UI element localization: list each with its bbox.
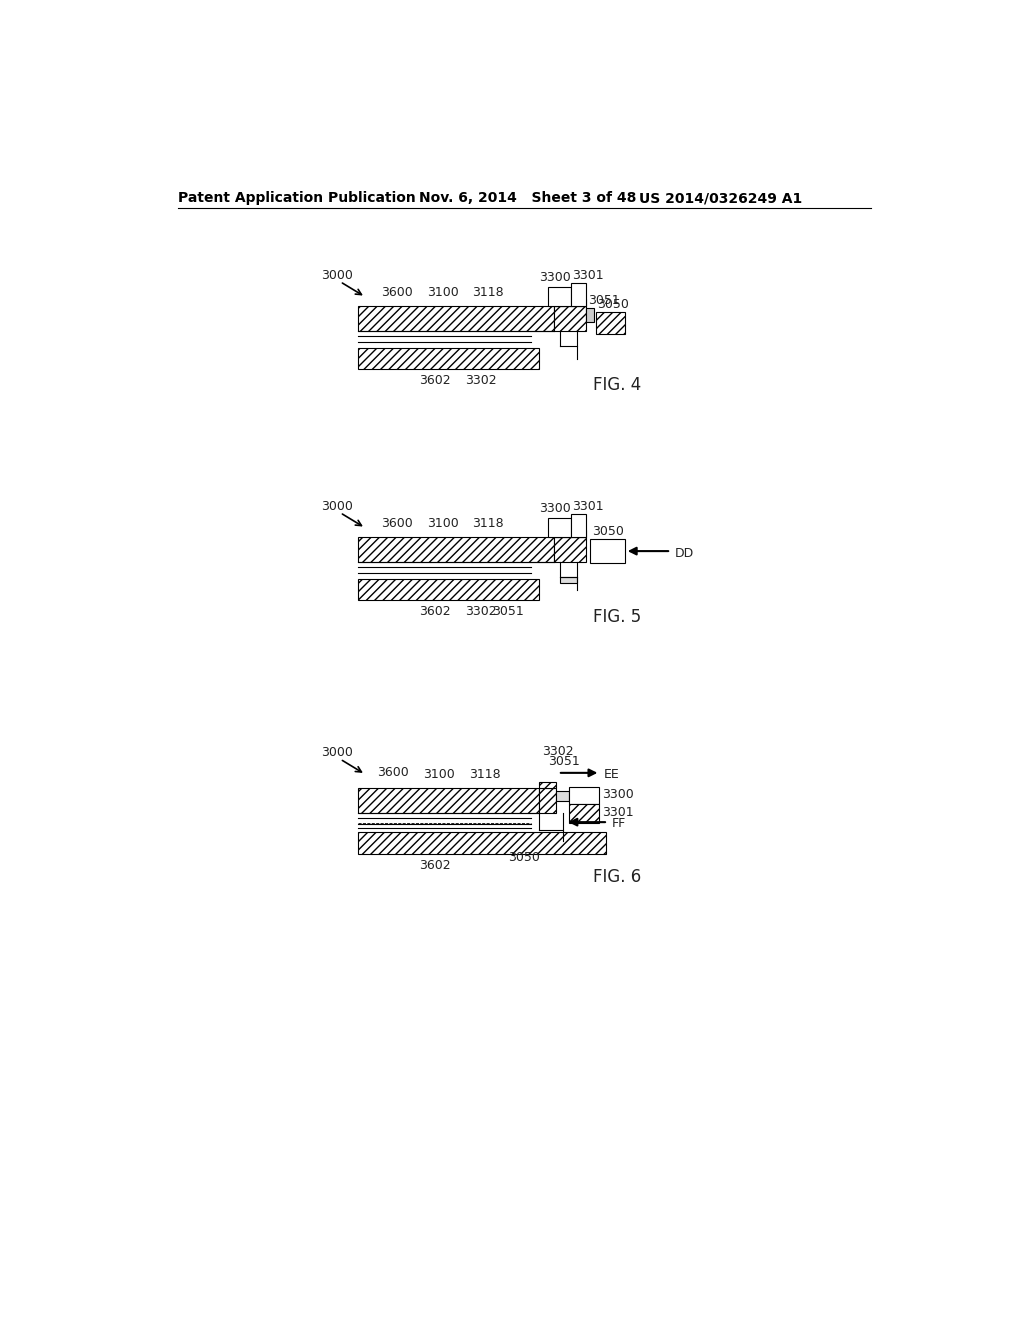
Text: 3000: 3000: [322, 500, 353, 513]
Bar: [587, 308, 594, 322]
Text: 3050: 3050: [508, 851, 540, 865]
Text: 3301: 3301: [572, 269, 604, 282]
Text: 3100: 3100: [423, 768, 455, 781]
Text: 3302: 3302: [543, 744, 574, 758]
Bar: [548, 286, 571, 306]
Text: DD: DD: [675, 546, 694, 560]
Bar: [357, 788, 539, 813]
Text: 3300: 3300: [602, 788, 634, 801]
Bar: [357, 832, 605, 854]
Bar: [571, 284, 587, 306]
Text: 3051: 3051: [548, 755, 580, 768]
Bar: [539, 781, 556, 788]
Bar: [554, 529, 587, 537]
Text: 3100: 3100: [427, 286, 459, 298]
Bar: [548, 517, 571, 537]
Text: FF: FF: [611, 817, 626, 830]
Text: 3118: 3118: [469, 768, 501, 781]
Text: 3602: 3602: [419, 606, 451, 619]
Bar: [554, 306, 587, 331]
Text: 3301: 3301: [602, 807, 634, 820]
Text: 3000: 3000: [322, 746, 353, 759]
Text: 3300: 3300: [539, 271, 570, 284]
Bar: [596, 313, 625, 334]
Bar: [569, 804, 599, 822]
Text: 3050: 3050: [592, 524, 624, 537]
Text: 3602: 3602: [419, 859, 451, 871]
Text: 3600: 3600: [381, 517, 413, 529]
Text: 3300: 3300: [539, 502, 570, 515]
Bar: [590, 539, 625, 564]
Bar: [556, 792, 569, 800]
Text: 3000: 3000: [322, 269, 353, 282]
Text: EE: EE: [604, 768, 620, 781]
Text: FIG. 6: FIG. 6: [593, 867, 641, 886]
Text: 3051: 3051: [588, 293, 620, 306]
Text: Patent Application Publication: Patent Application Publication: [178, 191, 416, 206]
Bar: [357, 579, 539, 601]
Bar: [569, 787, 599, 804]
Bar: [357, 537, 554, 562]
Bar: [560, 577, 578, 583]
Text: 3600: 3600: [377, 767, 409, 779]
Text: 3050: 3050: [597, 298, 629, 312]
Text: 3600: 3600: [381, 286, 413, 298]
Text: 3118: 3118: [472, 517, 503, 529]
Text: Nov. 6, 2014   Sheet 3 of 48: Nov. 6, 2014 Sheet 3 of 48: [419, 191, 637, 206]
Bar: [554, 298, 587, 306]
Text: 3301: 3301: [572, 500, 604, 513]
Text: FIG. 5: FIG. 5: [593, 609, 641, 626]
Text: 3602: 3602: [419, 375, 451, 388]
Bar: [571, 513, 587, 537]
Bar: [357, 306, 554, 331]
Bar: [554, 537, 587, 562]
Text: FIG. 4: FIG. 4: [593, 376, 641, 393]
Bar: [357, 348, 539, 370]
Text: 3302: 3302: [466, 375, 497, 388]
Text: 3302: 3302: [466, 606, 497, 619]
Text: 3100: 3100: [427, 517, 459, 529]
Text: 3118: 3118: [472, 286, 503, 298]
Bar: [539, 788, 556, 813]
Text: US 2014/0326249 A1: US 2014/0326249 A1: [639, 191, 802, 206]
Text: 3051: 3051: [493, 606, 524, 619]
